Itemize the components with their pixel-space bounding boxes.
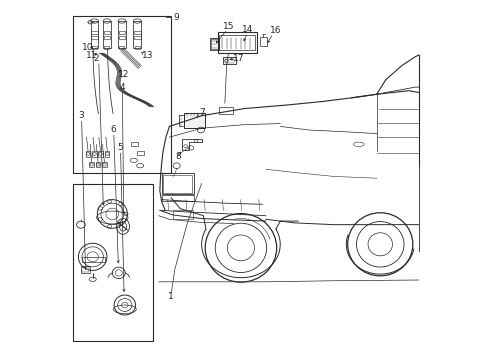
Text: 1: 1 <box>168 292 174 301</box>
Text: 7: 7 <box>198 108 204 117</box>
Bar <box>91 31 98 34</box>
Bar <box>179 115 184 126</box>
Text: 9: 9 <box>173 13 179 22</box>
Bar <box>92 46 97 49</box>
Bar <box>86 151 90 157</box>
Bar <box>81 266 90 273</box>
Bar <box>82 267 88 272</box>
Text: 6: 6 <box>110 126 116 135</box>
Bar <box>134 31 140 34</box>
Bar <box>82 257 105 262</box>
Bar <box>162 195 193 201</box>
Bar <box>163 175 192 193</box>
Text: 5: 5 <box>117 143 123 152</box>
Bar <box>137 151 144 156</box>
Text: 10: 10 <box>82 43 94 52</box>
Text: 14: 14 <box>242 26 253 35</box>
Bar <box>96 162 100 167</box>
Text: 13: 13 <box>142 51 153 60</box>
Bar <box>89 162 94 167</box>
Bar <box>73 16 171 173</box>
Bar <box>105 151 109 157</box>
Text: 2: 2 <box>93 54 99 63</box>
Bar <box>92 151 97 157</box>
Text: 12: 12 <box>118 70 129 79</box>
Bar <box>223 58 235 64</box>
Text: 11: 11 <box>86 51 98 60</box>
Bar <box>102 162 106 167</box>
Bar <box>131 142 138 147</box>
Bar <box>217 32 257 53</box>
Bar <box>219 35 255 50</box>
Bar <box>173 210 192 219</box>
Text: 8: 8 <box>175 152 181 161</box>
Bar <box>103 21 111 48</box>
Bar <box>135 46 140 49</box>
Bar <box>118 21 125 48</box>
Text: 17: 17 <box>233 54 244 63</box>
Bar <box>133 21 141 48</box>
Bar <box>209 38 218 50</box>
Bar <box>119 36 125 39</box>
Bar <box>162 173 193 194</box>
Bar <box>134 36 140 39</box>
Text: 15: 15 <box>223 22 234 31</box>
Text: 16: 16 <box>270 26 281 35</box>
Bar <box>210 39 217 49</box>
Bar <box>103 36 110 39</box>
Bar <box>103 31 110 34</box>
Bar <box>259 37 266 46</box>
Text: 4: 4 <box>119 83 125 92</box>
Bar <box>98 151 102 157</box>
Bar <box>224 59 233 63</box>
Bar <box>119 46 124 49</box>
Bar <box>73 184 153 341</box>
Bar <box>219 107 233 114</box>
Bar <box>91 36 98 39</box>
Bar <box>183 113 205 128</box>
Bar <box>90 21 98 48</box>
Text: 3: 3 <box>78 111 83 120</box>
Bar <box>104 46 109 49</box>
Bar <box>119 31 125 34</box>
